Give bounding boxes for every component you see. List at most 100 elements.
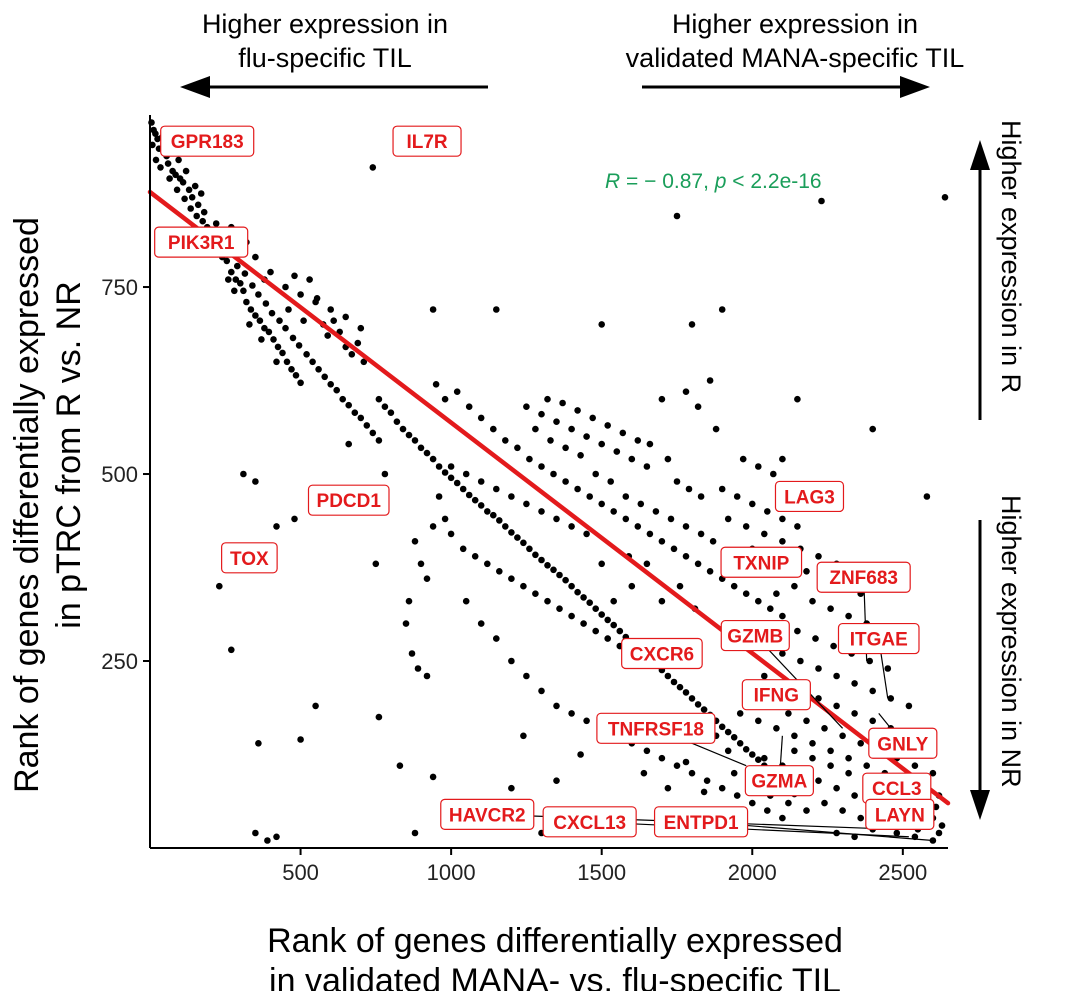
data-point (637, 500, 645, 508)
data-point (676, 683, 684, 691)
data-point (580, 620, 587, 627)
data-point (285, 306, 292, 313)
data-point (429, 306, 437, 313)
data-point (739, 455, 747, 463)
data-point (345, 401, 353, 409)
data-point (938, 822, 946, 829)
gene-label-box (542, 806, 637, 838)
data-point (736, 740, 744, 747)
data-point (664, 455, 672, 463)
data-point (770, 470, 777, 478)
data-point (682, 553, 690, 560)
data-point (423, 449, 431, 457)
gene-label-box (596, 712, 716, 744)
data-point (869, 425, 876, 433)
data-point (685, 485, 693, 493)
x-axis-ticks: 500 1000 1500 2000 2500 (282, 848, 927, 885)
data-point (553, 777, 560, 784)
data-point (282, 283, 289, 291)
data-point (453, 479, 461, 487)
data-point (658, 754, 666, 762)
data-point (682, 523, 690, 530)
data-point (185, 186, 193, 194)
data-point (941, 194, 949, 201)
data-point (884, 665, 892, 672)
data-point (496, 568, 503, 575)
data-point (212, 220, 220, 227)
data-point (435, 463, 443, 470)
data-point (682, 758, 690, 766)
data-point (658, 597, 666, 605)
gene-label-box (653, 806, 749, 838)
data-point (493, 485, 500, 493)
data-point (273, 833, 280, 841)
data-point (267, 268, 274, 276)
data-point (339, 395, 347, 403)
data-point (830, 642, 837, 650)
data-point (604, 422, 611, 429)
x-axis-title-line1: Rank of genes differentially expressed (267, 922, 843, 960)
data-point (484, 560, 491, 568)
gene-label-box (774, 480, 845, 513)
data-point (532, 590, 539, 597)
data-point (520, 582, 527, 590)
data-point (274, 343, 282, 351)
data-point (688, 769, 696, 777)
data-point (252, 829, 259, 837)
data-point (199, 217, 206, 225)
data-point (225, 276, 232, 283)
data-point (568, 582, 575, 590)
data-point (724, 747, 732, 755)
data-point (459, 545, 467, 553)
gene-label-havcr2: HAVCR2 (440, 798, 535, 830)
data-point (562, 576, 569, 584)
data-point (408, 650, 416, 657)
data-point (733, 493, 741, 500)
data-point (809, 754, 816, 762)
data-point (688, 695, 696, 702)
data-point (231, 287, 238, 295)
data-point (175, 156, 182, 164)
data-point (553, 418, 560, 426)
data-point (432, 381, 440, 388)
data-point (232, 276, 240, 283)
data-point (794, 395, 801, 403)
data-point (538, 687, 545, 695)
data-point (580, 594, 587, 601)
data-point (303, 351, 310, 358)
data-point (730, 769, 738, 777)
data-point (712, 425, 720, 433)
data-point (839, 807, 846, 814)
data-point (643, 463, 651, 470)
data-point (411, 437, 419, 444)
data-point (493, 306, 500, 313)
data-point (779, 455, 786, 463)
data-point (742, 523, 750, 530)
data-point (538, 410, 545, 418)
data-point (465, 491, 473, 499)
data-point (634, 523, 642, 530)
top-left-direction-line2: flu-specific TIL (238, 43, 412, 73)
right-arrow (642, 76, 930, 98)
data-point (821, 799, 828, 807)
data-point (682, 689, 690, 696)
gene-label-gzma: GZMA (744, 765, 814, 797)
data-point (652, 508, 660, 515)
data-point (273, 523, 280, 530)
data-point (673, 478, 681, 485)
data-point (333, 386, 341, 394)
data-point (282, 324, 289, 332)
data-point (462, 470, 470, 478)
data-point (646, 530, 654, 538)
data-point (583, 433, 590, 440)
y-axis-title-line2: in pTRC from R vs. NR (50, 281, 88, 629)
data-point (718, 485, 726, 493)
data-point (477, 478, 485, 485)
gene-labels: GPR183 IL7R PIK3R1 PDCD1 TOX LAG3 TXNIP ZNF683 G… (154, 125, 938, 838)
data-point (700, 706, 708, 713)
data-point (773, 590, 780, 597)
data-point (441, 515, 449, 523)
data-point (520, 539, 527, 547)
data-point (598, 560, 605, 568)
